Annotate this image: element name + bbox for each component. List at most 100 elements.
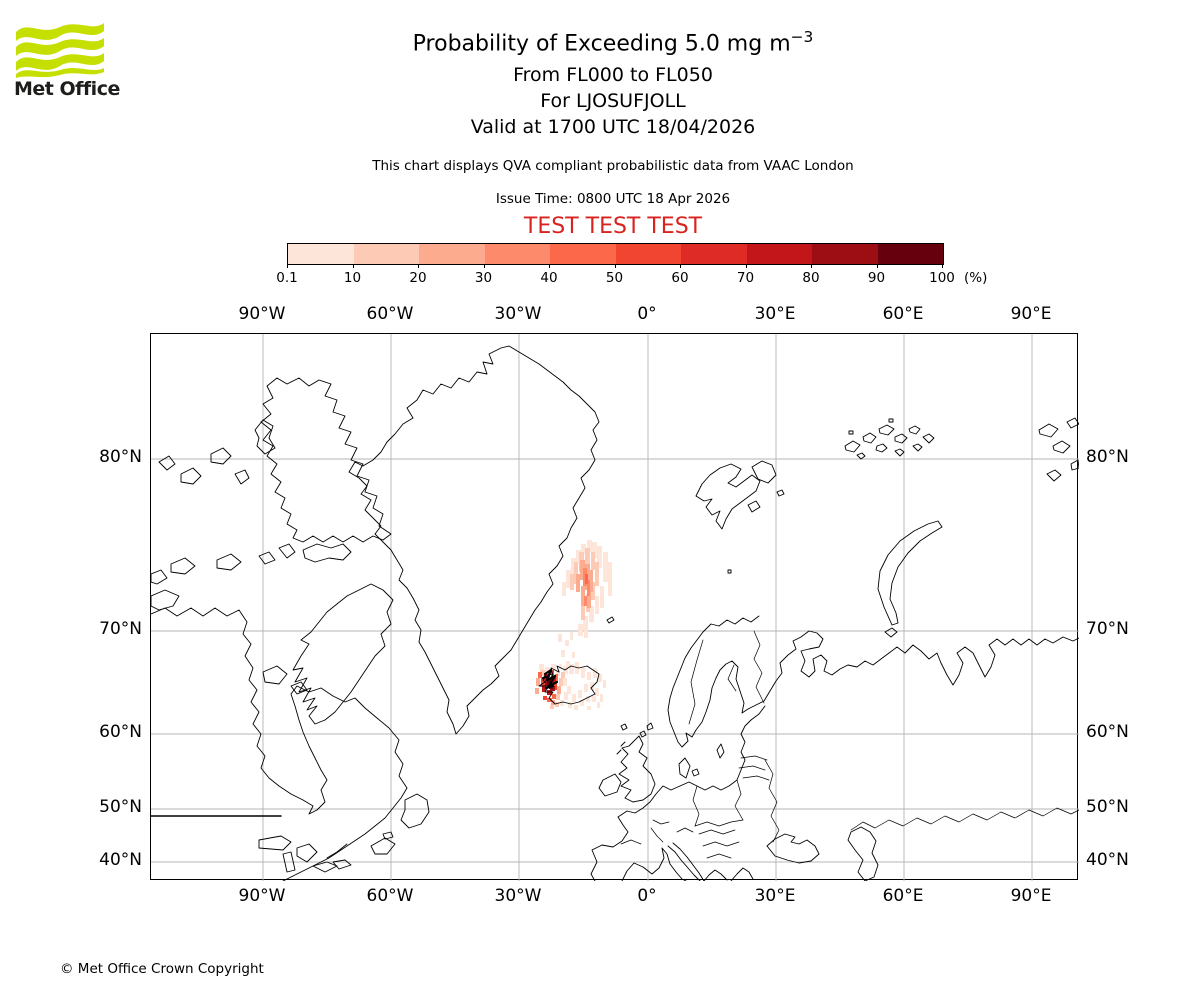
colorbar-segment	[550, 244, 616, 264]
colorbar-tick	[352, 264, 354, 268]
copyright-text: © Met Office Crown Copyright	[60, 961, 264, 977]
ash-cell	[574, 705, 578, 710]
ash-cell	[603, 680, 606, 688]
ash-cell	[593, 668, 597, 678]
lat-label-left: 70°N	[99, 619, 142, 639]
lon-label-top: 0°	[637, 304, 657, 324]
ash-cell	[570, 574, 574, 590]
ash-cell	[559, 664, 562, 669]
ash-cell	[592, 696, 596, 702]
ash-cell	[566, 661, 570, 667]
ash-cell	[597, 702, 600, 708]
ash-cell	[571, 558, 576, 576]
ash-cell	[558, 634, 562, 642]
ash-cell	[581, 544, 586, 554]
ash-cell	[557, 686, 561, 694]
lat-label-right: 40°N	[1086, 850, 1129, 870]
volcano-coast-highlight	[541, 668, 559, 690]
colorbar-tick-label: 80	[802, 270, 820, 286]
ash-cell	[561, 672, 565, 678]
title-text: Probability of Exceeding 5.0 mg m	[412, 31, 791, 57]
ash-cell	[547, 678, 552, 684]
ash-cell	[542, 686, 546, 692]
map-frame	[150, 333, 1079, 881]
ash-cell	[539, 664, 544, 670]
ash-cell	[598, 674, 602, 682]
qva-note: This chart displays QVA compliant probab…	[372, 158, 854, 174]
lat-label-right: 80°N	[1086, 447, 1129, 467]
ash-cell	[576, 550, 581, 564]
colorbar-segment	[288, 244, 354, 264]
ash-cell	[587, 706, 591, 710]
lat-label-right: 70°N	[1086, 619, 1129, 639]
colorbar-unit: (%)	[964, 270, 988, 286]
met-office-waves-icon	[16, 23, 104, 78]
lon-label-top: 60°W	[366, 304, 414, 324]
ash-cell	[538, 672, 542, 678]
ash-cell	[547, 698, 552, 702]
ash-cell	[600, 586, 604, 608]
colorbar-tick-label: 60	[671, 270, 689, 286]
colorbar-tick	[811, 264, 812, 268]
ash-cell	[591, 552, 595, 570]
colorbar-tick	[549, 264, 550, 268]
ash-cell	[566, 570, 571, 588]
issue-time: Issue Time: 0800 UTC 18 Apr 2026	[495, 191, 731, 207]
ash-cell	[568, 702, 572, 708]
ash-cell	[597, 546, 602, 568]
subtitle-valid-time: Valid at 1700 UTC 18/04/2026	[470, 116, 756, 138]
ash-cell	[552, 694, 556, 699]
colorbar-tick-label: 50	[605, 270, 624, 286]
subtitle-volcano: For LJOSUFJOLL	[540, 90, 686, 112]
colorbar-labels: 0.1 10 20 30 40 50 60 70 80 90 100	[0, 269, 1200, 287]
ash-cell	[587, 580, 590, 596]
test-banner: TEST TEST TEST	[523, 214, 703, 239]
ash-cell	[587, 592, 591, 608]
colorbar-tick-label: 30	[474, 270, 493, 286]
lon-label-bottom: 30°W	[494, 886, 542, 906]
ash-cell	[581, 606, 585, 620]
lat-label-left: 60°N	[99, 722, 142, 742]
ash-cell	[580, 560, 585, 580]
ash-probability-cells	[535, 540, 612, 710]
ash-cell	[584, 684, 588, 692]
probability-colorbar	[287, 243, 944, 265]
ash-cell	[560, 700, 564, 706]
page-title: Probability of Exceeding 5.0 mg m−3	[413, 28, 814, 56]
colorbar-tick-label: 40	[540, 270, 558, 286]
ash-cell	[603, 552, 608, 582]
colorbar-tick	[418, 264, 419, 268]
colorbar-tick	[942, 264, 943, 268]
colorbar-segment	[615, 244, 681, 264]
colorbar-tick-label: 90	[867, 270, 886, 286]
colorbar-tick	[614, 264, 616, 268]
subtitle-flight-levels: From FL000 to FL050	[513, 64, 713, 86]
logo-wordmark: Met Office	[14, 78, 120, 100]
ash-cell	[540, 670, 545, 676]
lon-label-bottom: 90°W	[238, 886, 286, 906]
ash-cell	[600, 694, 603, 702]
lon-label-top: 30°W	[494, 304, 542, 324]
lon-label-bottom: 90°E	[1010, 886, 1052, 906]
country-borders	[620, 630, 1079, 859]
met-office-logo: Met Office	[14, 16, 134, 100]
ash-cell	[592, 542, 597, 558]
colorbar-segment	[746, 244, 812, 264]
ash-cell	[572, 694, 576, 702]
colorbar-tick-label: 70	[736, 270, 755, 286]
colorbar-tick-label: 0.1	[276, 270, 298, 286]
ash-cell	[590, 682, 594, 690]
colorbar-tick-label: 10	[343, 270, 362, 286]
lat-label-left: 50°N	[99, 797, 142, 817]
ash-cell	[541, 678, 545, 686]
ash-cell	[584, 596, 587, 606]
ash-cell	[556, 670, 560, 676]
ash-cell	[589, 570, 593, 592]
colorbar-segment	[484, 244, 550, 264]
lon-label-bottom: 60°W	[366, 886, 414, 906]
colorbar-tick	[876, 264, 878, 268]
colorbar-segment	[681, 244, 747, 264]
colorbar-tick-label: 20	[409, 270, 427, 286]
ash-cell	[587, 672, 591, 680]
